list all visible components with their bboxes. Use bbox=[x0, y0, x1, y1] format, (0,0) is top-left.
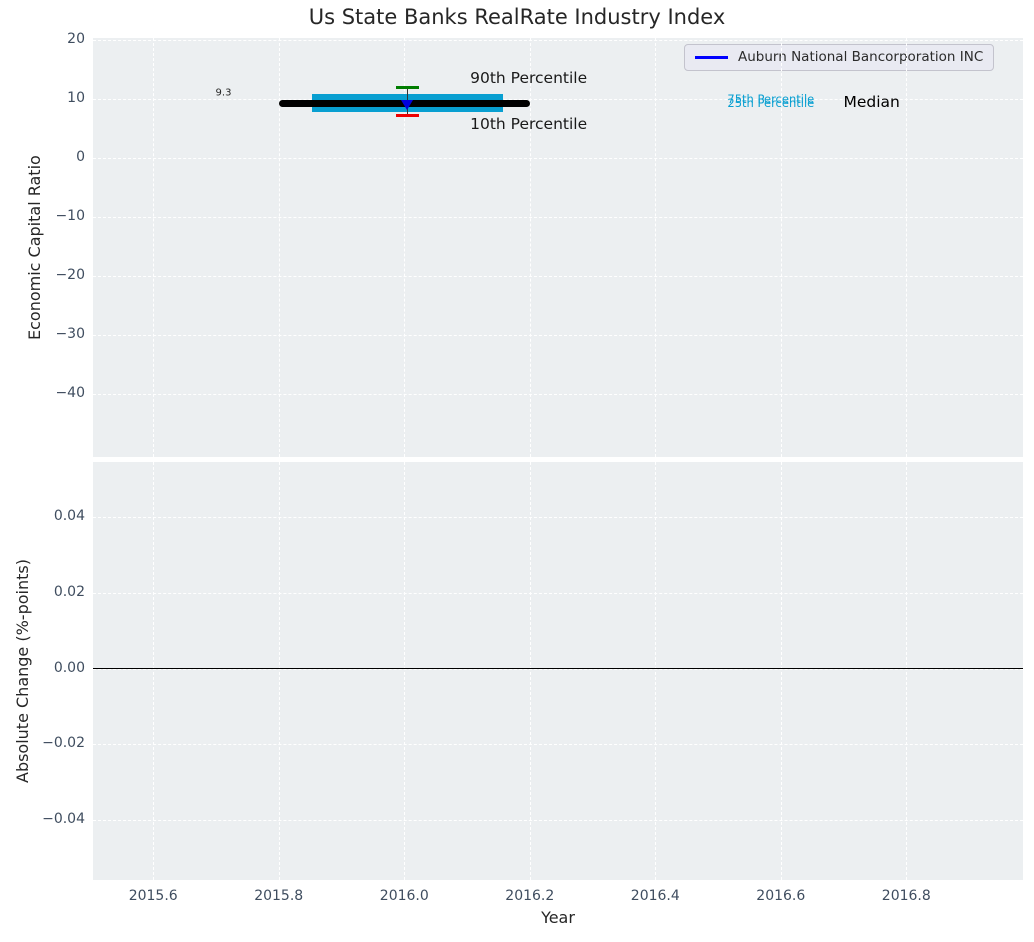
x-tick-label: 2016.8 bbox=[881, 888, 931, 904]
gridline-horizontal bbox=[93, 820, 1023, 822]
gridline-horizontal bbox=[93, 394, 1023, 396]
x-axis-label: Year bbox=[541, 908, 575, 927]
y-tick-label: 0.00 bbox=[53, 659, 85, 676]
gridline-vertical bbox=[529, 462, 531, 880]
gridline-vertical bbox=[906, 38, 908, 457]
gridline-vertical bbox=[655, 462, 657, 880]
gridline-vertical bbox=[404, 38, 406, 457]
bottom-plot-area bbox=[93, 462, 1023, 880]
annotation-label: 25th Percentile bbox=[727, 96, 815, 110]
gridline-horizontal bbox=[93, 335, 1023, 337]
gridline-horizontal bbox=[93, 517, 1023, 518]
company-marker bbox=[400, 100, 413, 110]
x-tick-label: 2016.4 bbox=[630, 888, 680, 904]
y-tick-label: 20 bbox=[67, 31, 85, 48]
gridline-vertical bbox=[529, 38, 531, 457]
y-tick-label: 0.02 bbox=[53, 583, 85, 600]
legend-label: Auburn National Bancorporation INC bbox=[738, 49, 984, 65]
gridline-horizontal bbox=[93, 592, 1023, 594]
gridline-vertical bbox=[655, 38, 657, 457]
gridline-vertical bbox=[153, 462, 155, 880]
y-tick-label: −30 bbox=[55, 326, 85, 343]
gridline-horizontal bbox=[93, 158, 1023, 160]
chart-title: Us State Banks RealRate Industry Index bbox=[308, 5, 726, 29]
gridline-horizontal bbox=[93, 99, 1023, 101]
zero-line bbox=[93, 667, 1023, 670]
legend: Auburn National Bancorporation INC bbox=[684, 44, 995, 71]
annotation-label: 9.3 bbox=[215, 87, 232, 99]
annotation-label: Median bbox=[843, 92, 900, 111]
y-tick-label: −20 bbox=[55, 267, 85, 284]
gridline-horizontal bbox=[93, 276, 1023, 278]
top-plot-area: Auburn National Bancorporation INC 9.3 90… bbox=[93, 38, 1023, 457]
y-tick-label: −10 bbox=[55, 208, 85, 225]
annotation-label: 10th Percentile bbox=[470, 114, 588, 133]
x-tick-label: 2016.0 bbox=[379, 888, 429, 904]
x-tick-label: 2015.8 bbox=[254, 888, 304, 904]
gridline-horizontal bbox=[93, 40, 1023, 42]
p10-whisker-cap bbox=[395, 114, 420, 118]
y-tick-label: 10 bbox=[67, 90, 85, 107]
gridline-vertical bbox=[780, 462, 782, 880]
x-tick-label: 2016.6 bbox=[756, 888, 806, 904]
legend-line-swatch bbox=[695, 55, 728, 59]
gridline-horizontal bbox=[93, 217, 1023, 219]
annotation-label: 75th Percentile bbox=[727, 92, 815, 107]
y-tick-label: −40 bbox=[55, 385, 85, 402]
y-tick-label: 0 bbox=[76, 149, 85, 166]
annotation-label: 90th Percentile bbox=[470, 68, 588, 87]
y-tick-label: −0.04 bbox=[42, 811, 85, 828]
gridline-vertical bbox=[153, 38, 155, 457]
gridline-vertical bbox=[278, 38, 280, 457]
x-tick-label: 2016.2 bbox=[505, 888, 555, 904]
gridline-vertical bbox=[906, 462, 908, 880]
y-tick-label: −0.02 bbox=[42, 735, 85, 752]
gridline-vertical bbox=[780, 38, 782, 457]
gridline-horizontal bbox=[93, 744, 1023, 746]
gridline-vertical bbox=[278, 462, 280, 880]
y-tick-label: 0.04 bbox=[53, 508, 85, 524]
gridline-vertical bbox=[404, 462, 406, 880]
x-tick-label: 2015.6 bbox=[128, 888, 178, 904]
p90-whisker-cap bbox=[395, 86, 420, 90]
